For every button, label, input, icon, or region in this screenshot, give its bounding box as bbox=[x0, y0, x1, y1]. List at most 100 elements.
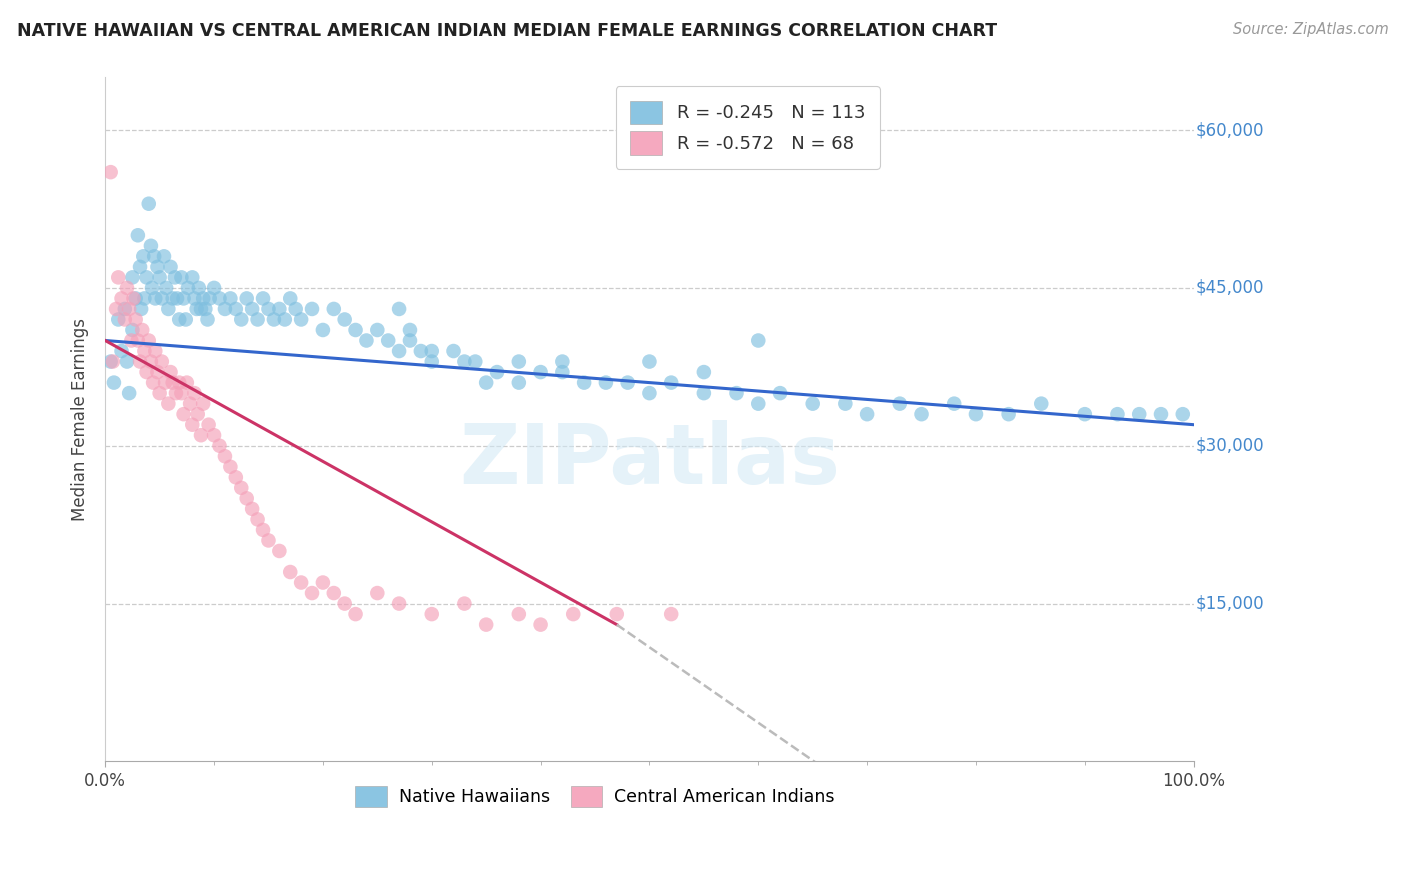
Point bbox=[163, 270, 186, 285]
Point bbox=[659, 376, 682, 390]
Point bbox=[125, 312, 148, 326]
Point bbox=[693, 386, 716, 401]
Point bbox=[965, 407, 987, 421]
Point bbox=[193, 397, 215, 411]
Text: ZIPatlas: ZIPatlas bbox=[458, 420, 839, 501]
Point bbox=[197, 312, 219, 326]
Point bbox=[529, 365, 551, 379]
Point bbox=[190, 301, 212, 316]
Point bbox=[1171, 407, 1194, 421]
Point bbox=[693, 365, 716, 379]
Point bbox=[219, 292, 242, 306]
Point bbox=[142, 376, 165, 390]
Point bbox=[146, 365, 169, 379]
Point bbox=[388, 301, 411, 316]
Point bbox=[132, 249, 155, 263]
Point bbox=[638, 354, 661, 368]
Point bbox=[312, 323, 335, 337]
Point bbox=[508, 354, 530, 368]
Point bbox=[183, 292, 205, 306]
Text: $15,000: $15,000 bbox=[1197, 595, 1264, 613]
Point bbox=[269, 301, 291, 316]
Point bbox=[595, 376, 617, 390]
Point bbox=[150, 292, 173, 306]
Point bbox=[240, 301, 263, 316]
Point bbox=[162, 292, 184, 306]
Point bbox=[747, 334, 769, 348]
Point bbox=[322, 586, 344, 600]
Point bbox=[769, 386, 792, 401]
Point bbox=[197, 417, 219, 432]
Point bbox=[129, 260, 152, 274]
Point bbox=[214, 450, 236, 464]
Point bbox=[1031, 397, 1053, 411]
Point bbox=[166, 292, 188, 306]
Point bbox=[333, 312, 356, 326]
Point bbox=[333, 597, 356, 611]
Point bbox=[301, 301, 323, 316]
Point bbox=[193, 292, 215, 306]
Point bbox=[1074, 407, 1097, 421]
Point bbox=[399, 334, 422, 348]
Point bbox=[176, 376, 198, 390]
Point bbox=[214, 301, 236, 316]
Point bbox=[616, 376, 638, 390]
Point bbox=[100, 165, 122, 179]
Point bbox=[173, 292, 195, 306]
Point bbox=[115, 354, 138, 368]
Point bbox=[208, 439, 231, 453]
Point bbox=[114, 301, 136, 316]
Point bbox=[186, 301, 208, 316]
Point bbox=[110, 292, 132, 306]
Point bbox=[183, 386, 205, 401]
Legend: Native Hawaiians, Central American Indians: Native Hawaiians, Central American India… bbox=[349, 780, 842, 814]
Point bbox=[198, 292, 221, 306]
Text: NATIVE HAWAIIAN VS CENTRAL AMERICAN INDIAN MEDIAN FEMALE EARNINGS CORRELATION CH: NATIVE HAWAIIAN VS CENTRAL AMERICAN INDI… bbox=[17, 22, 997, 40]
Point bbox=[508, 607, 530, 621]
Point bbox=[129, 354, 152, 368]
Text: $45,000: $45,000 bbox=[1197, 279, 1264, 297]
Point bbox=[194, 301, 217, 316]
Point bbox=[105, 301, 128, 316]
Point bbox=[240, 501, 263, 516]
Point bbox=[246, 512, 269, 526]
Point bbox=[155, 281, 177, 295]
Point bbox=[257, 533, 280, 548]
Point bbox=[127, 228, 149, 243]
Point bbox=[131, 323, 153, 337]
Point bbox=[312, 575, 335, 590]
Point bbox=[225, 301, 247, 316]
Point bbox=[344, 607, 367, 621]
Point bbox=[910, 407, 932, 421]
Point bbox=[453, 354, 475, 368]
Point bbox=[486, 365, 509, 379]
Point bbox=[1150, 407, 1173, 421]
Point bbox=[252, 292, 274, 306]
Point bbox=[889, 397, 911, 411]
Point bbox=[551, 365, 574, 379]
Point bbox=[246, 312, 269, 326]
Point bbox=[263, 312, 285, 326]
Point bbox=[118, 386, 141, 401]
Point bbox=[420, 344, 443, 359]
Point bbox=[190, 428, 212, 442]
Point bbox=[551, 354, 574, 368]
Point bbox=[257, 301, 280, 316]
Point bbox=[129, 301, 152, 316]
Point bbox=[114, 312, 136, 326]
Point bbox=[134, 344, 156, 359]
Point bbox=[453, 597, 475, 611]
Y-axis label: Median Female Earnings: Median Female Earnings bbox=[72, 318, 89, 521]
Text: $60,000: $60,000 bbox=[1197, 121, 1264, 139]
Point bbox=[135, 365, 157, 379]
Point bbox=[572, 376, 595, 390]
Point bbox=[834, 397, 856, 411]
Text: Source: ZipAtlas.com: Source: ZipAtlas.com bbox=[1233, 22, 1389, 37]
Point bbox=[638, 386, 661, 401]
Point bbox=[377, 334, 399, 348]
Point bbox=[170, 270, 193, 285]
Point bbox=[356, 334, 378, 348]
Point bbox=[177, 281, 200, 295]
Point bbox=[475, 376, 498, 390]
Point bbox=[139, 239, 162, 253]
